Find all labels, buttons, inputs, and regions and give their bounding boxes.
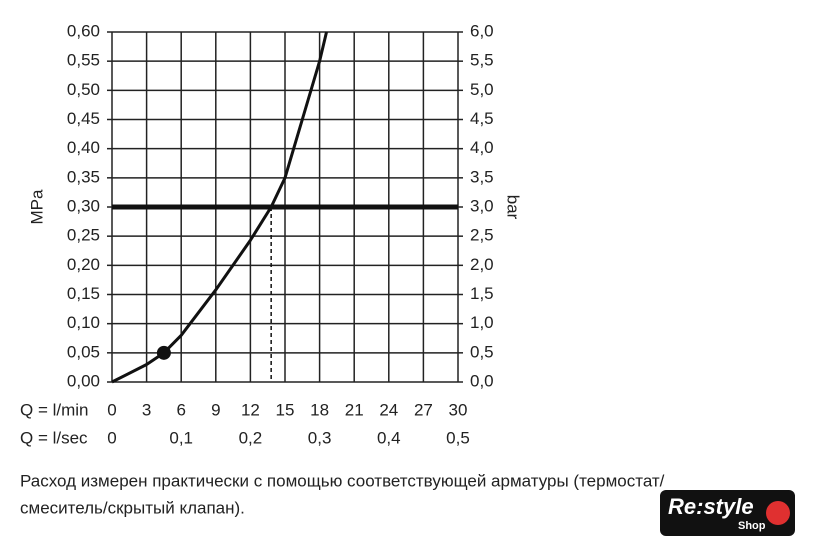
x-tick-label: 0 <box>107 400 116 419</box>
x-tick-label: 18 <box>310 400 329 419</box>
x-tick-label: 6 <box>176 400 185 419</box>
caption: Расход измерен практически с помощью соо… <box>20 471 665 490</box>
x-tick-label: 30 <box>449 400 468 419</box>
x2-tick-label: 0,2 <box>239 428 263 447</box>
x-tick-label: 21 <box>345 400 364 419</box>
y2-tick-label: 6,0 <box>470 21 494 40</box>
y-tick-label: 0,05 <box>67 342 100 361</box>
caption: смеситель/скрытый клапан). <box>20 498 245 517</box>
x2-tick-label: 0,4 <box>377 428 401 447</box>
marker <box>156 345 171 360</box>
y2-tick-label: 0,0 <box>470 371 494 390</box>
x2-tick-label: 0,1 <box>169 428 193 447</box>
y2-tick-label: 4,5 <box>470 109 494 128</box>
y2-tick-label: 3,0 <box>470 196 494 215</box>
y2-tick-label: 2,5 <box>470 226 494 245</box>
y2-tick-label: 5,5 <box>470 51 494 70</box>
x-axis-label: Q = l/min <box>20 400 89 419</box>
logo-sub: Shop <box>738 520 766 532</box>
logo-icon <box>766 501 790 525</box>
y-tick-label: 0,50 <box>67 80 100 99</box>
y2-tick-label: 4,0 <box>470 138 494 157</box>
x-tick-label: 9 <box>211 400 220 419</box>
y-tick-label: 0,10 <box>67 313 100 332</box>
y-tick-label: 0,00 <box>67 371 100 390</box>
x2-tick-label: 0,5 <box>446 428 470 447</box>
y-tick-label: 0,45 <box>67 109 100 128</box>
x-tick-label: 12 <box>241 400 260 419</box>
y-tick-label: 0,55 <box>67 51 100 70</box>
y-tick-label: 0,30 <box>67 196 100 215</box>
x-tick-label: 15 <box>276 400 295 419</box>
x-tick-label: 24 <box>379 400 398 419</box>
y2-tick-label: 2,0 <box>470 255 494 274</box>
x-tick-label: 27 <box>414 400 433 419</box>
y-tick-label: 0,60 <box>67 21 100 40</box>
y-tick-label: 0,35 <box>67 167 100 186</box>
y2-tick-label: 0,5 <box>470 342 494 361</box>
y-tick-label: 0,40 <box>67 138 100 157</box>
logo-box <box>660 490 795 536</box>
y-tick-label: 0,25 <box>67 226 100 245</box>
y2-tick-label: 3,5 <box>470 167 494 186</box>
x2-axis-label: Q = l/sec <box>20 428 88 447</box>
y2-tick-label: 1,0 <box>470 313 494 332</box>
y-tick-label: 0,15 <box>67 284 100 303</box>
x2-tick-label: 0 <box>107 428 116 447</box>
y2-tick-label: 1,5 <box>470 284 494 303</box>
y-axis-label: MPa <box>27 189 46 225</box>
y2-tick-label: 5,0 <box>470 80 494 99</box>
x-tick-label: 3 <box>142 400 151 419</box>
x2-tick-label: 0,3 <box>308 428 332 447</box>
y2-axis-label: bar <box>504 195 523 220</box>
y-tick-label: 0,20 <box>67 255 100 274</box>
logo-text: Re:style <box>668 494 754 519</box>
